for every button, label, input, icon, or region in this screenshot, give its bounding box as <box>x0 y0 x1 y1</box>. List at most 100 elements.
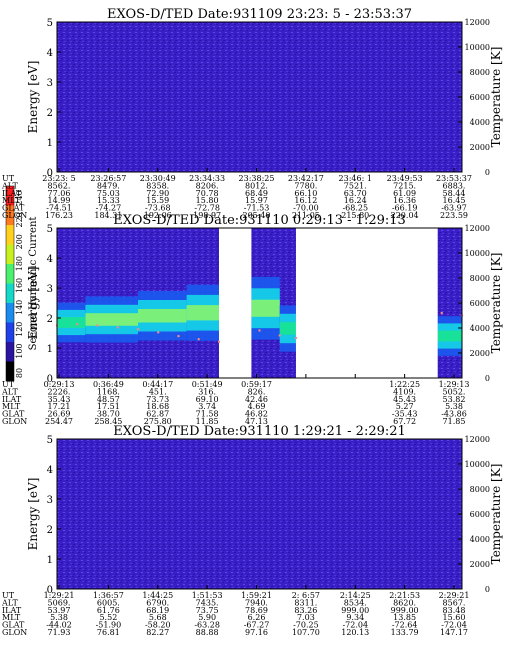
ephemeris-value: 192.06 <box>144 211 172 220</box>
plot-area <box>57 439 462 589</box>
ephemeris-value: 8358. <box>146 181 169 190</box>
ephemeris-value: 3.74 <box>198 402 216 411</box>
ephemeris-label: ALT <box>1 181 18 190</box>
ephemeris-value: 2226. <box>48 387 71 396</box>
y-right-tick-label: 2000 <box>470 560 490 569</box>
ephemeris-value: 77.06 <box>48 189 71 198</box>
ephemeris-value: 71.85 <box>443 417 466 426</box>
spectrum-core <box>279 322 296 335</box>
temperature-point <box>258 329 261 332</box>
ephemeris-value: 451. <box>149 387 167 396</box>
colorbar-tick-label: 200 <box>15 234 24 249</box>
ephemeris-value: 35.43 <box>48 395 71 404</box>
y-right-axis-label: Temperature [K] <box>489 47 503 148</box>
spectrum-core <box>85 313 138 326</box>
colorbar-segment <box>6 205 14 226</box>
ephemeris-value: 16.24 <box>344 196 367 205</box>
ephemeris-value: 62.87 <box>146 410 169 419</box>
colorbar-frame <box>5 185 15 382</box>
ephemeris-value: 16.36 <box>393 196 416 205</box>
y-right-tick-label: 10000 <box>465 460 490 469</box>
ephemeris-value: -72.78 <box>194 204 220 213</box>
ephemeris-value: 71.93 <box>48 628 71 637</box>
ephemeris-value: 1:59:21 <box>241 591 272 600</box>
spectrum-core <box>251 299 280 317</box>
ephemeris-value: 211.05 <box>292 211 320 220</box>
colorbar-tick-label: 120 <box>15 322 24 337</box>
ephemeris-value: 1168. <box>97 387 120 396</box>
ephemeris-label: GLON <box>2 211 27 220</box>
colorbar-tick-label: 100 <box>15 343 24 358</box>
ephemeris-value: 68.49 <box>245 189 268 198</box>
y-tick-label: 0 <box>47 168 53 179</box>
ephemeris-value: 4109. <box>393 387 416 396</box>
ephemeris-value: 46.82 <box>245 410 268 419</box>
y-right-tick-label: 0 <box>485 374 490 383</box>
ephemeris-value: 7780. <box>294 181 317 190</box>
ephemeris-label: UT <box>2 380 15 389</box>
y-tick-label: 0 <box>47 585 53 596</box>
ephemeris-value: 215.80 <box>341 211 369 220</box>
colorbar-tick-label: 160 <box>15 278 24 293</box>
ephemeris-value: 5052. <box>443 387 466 396</box>
ephemeris-value: 53.82 <box>443 395 466 404</box>
temperature-point <box>96 324 99 327</box>
colorbar-segment <box>6 322 14 343</box>
y-right-tick-label: 2000 <box>470 349 490 358</box>
ephemeris-value: 1:29:21 <box>44 591 75 600</box>
ephemeris-value: 0:51:49 <box>192 380 223 389</box>
spectrum-core <box>437 330 462 342</box>
ephemeris-value: 23:38:25 <box>239 174 275 183</box>
y-axis-label: Energy [eV] <box>26 267 40 340</box>
ephemeris-value: 18.68 <box>146 402 169 411</box>
y-right-tick-label: 12000 <box>465 435 490 444</box>
y-tick-label: 2 <box>47 525 53 536</box>
y-right-tick-label: 8000 <box>470 485 490 494</box>
y-tick-label: 0 <box>47 374 53 385</box>
colorbar-segment <box>6 283 14 304</box>
ephemeris-value: 7215. <box>393 181 416 190</box>
ephemeris-value: 58.44 <box>443 189 466 198</box>
ephemeris-value: -51.90 <box>96 621 122 630</box>
ephemeris-value: 7521. <box>344 181 367 190</box>
temperature-point <box>157 331 160 334</box>
ephemeris-value: 120.13 <box>341 628 369 637</box>
ephemeris-label: MLT <box>2 613 21 622</box>
ephemeris-value: 15.60 <box>443 613 466 622</box>
y-right-tick-label: 4000 <box>470 324 490 333</box>
y-right-axis-label: Temperature [K] <box>489 253 503 354</box>
ephemeris-value: 0:36:49 <box>93 380 124 389</box>
y-tick-label: 5 <box>47 435 53 446</box>
ephemeris-value: 6.26 <box>248 613 266 622</box>
y-right-tick-label: 6000 <box>470 299 490 308</box>
ephemeris-value: 53.97 <box>48 606 71 615</box>
ephemeris-value: -63.97 <box>441 204 467 213</box>
y-right-tick-label: 8000 <box>470 274 490 283</box>
colorbar-segment <box>6 186 14 206</box>
ephemeris-value: 2:21:53 <box>389 591 420 600</box>
y-right-tick-label: 12000 <box>465 224 490 233</box>
y-tick-label: 4 <box>47 465 53 476</box>
ephemeris-value: 15.59 <box>146 196 169 205</box>
y-right-axis-label: Temperature [K] <box>489 464 503 565</box>
ephemeris-value: 9.34 <box>346 613 364 622</box>
colorbar-segment <box>6 264 14 284</box>
ephemeris-value: 5069. <box>48 598 71 607</box>
ephemeris-value: 275.80 <box>144 417 172 426</box>
ephemeris-value: 1:36:57 <box>93 591 124 600</box>
ephemeris-value: 5.38 <box>445 402 463 411</box>
temperature-point <box>177 334 180 338</box>
ephemeris-label: UT <box>2 591 15 600</box>
ephemeris-value: -74.27 <box>96 204 122 213</box>
ephemeris-value: 73.75 <box>196 606 219 615</box>
ephemeris-value: 97.16 <box>245 628 268 637</box>
ephemeris-value: 147.17 <box>440 628 468 637</box>
y-right-tick-label: 8000 <box>470 68 490 77</box>
chart-title: EXOS-D/TED Date:931110 1:29:21 - 2:29:21 <box>113 424 406 439</box>
ephemeris-value: -72.04 <box>441 621 467 630</box>
y-tick-label: 1 <box>47 344 53 355</box>
ephemeris-value: 42.46 <box>245 395 268 404</box>
ephemeris-value: 8567. <box>443 598 466 607</box>
ephemeris-value: 23:46: 1 <box>339 174 372 183</box>
